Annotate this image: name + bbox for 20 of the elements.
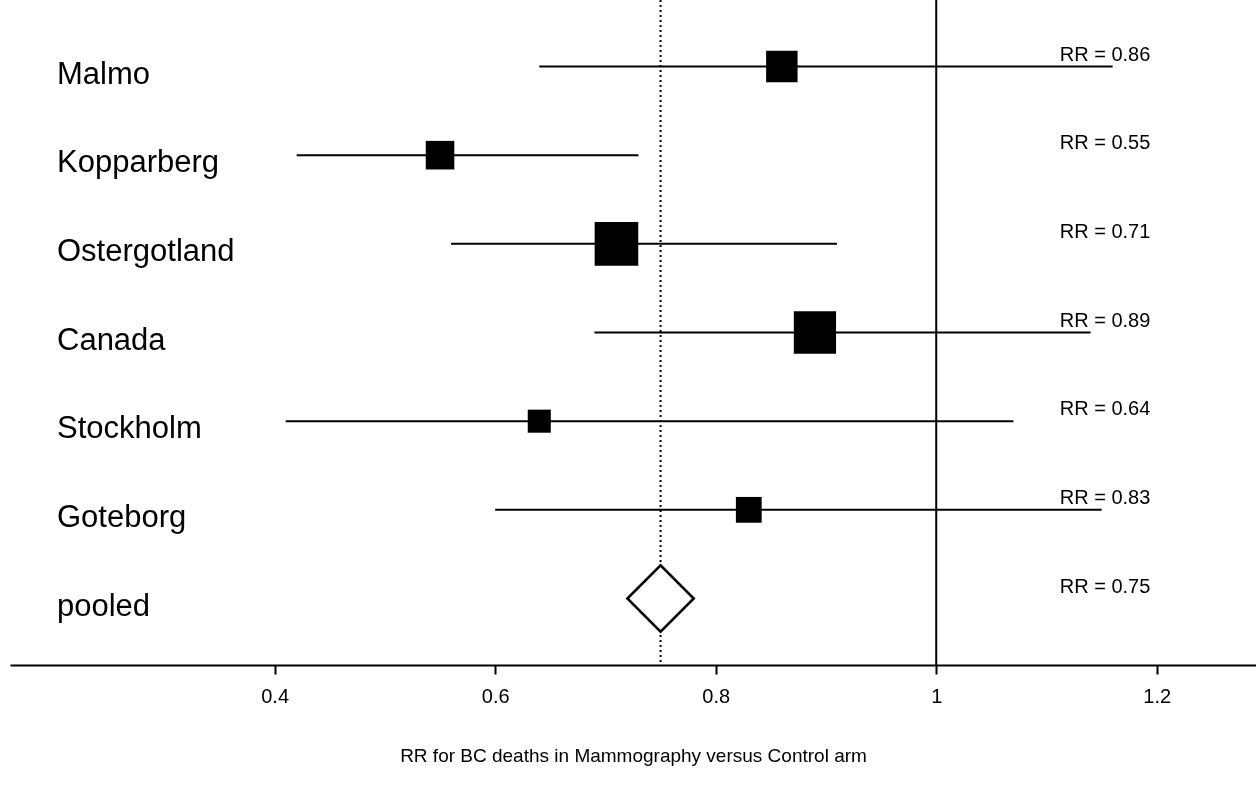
y-tick-label: Malmo bbox=[57, 55, 151, 91]
y-tick-label: Stockholm bbox=[57, 410, 202, 446]
y-tick-label: Ostergotland bbox=[57, 232, 235, 268]
x-tick-label: 0.4 bbox=[261, 684, 290, 707]
x-tick-label: 1.2 bbox=[1143, 684, 1172, 707]
annotation: RR = 0.64 bbox=[1059, 397, 1151, 420]
annotation: RR = 0.86 bbox=[1059, 42, 1151, 65]
y-tick-label: Canada bbox=[57, 321, 167, 357]
y-tick-label: Kopparberg bbox=[57, 144, 220, 180]
annotation: RR = 0.89 bbox=[1059, 308, 1151, 331]
y-tick-label: pooled bbox=[57, 587, 151, 623]
annotation: RR = 0.75 bbox=[1059, 574, 1151, 597]
annotation: RR = 0.55 bbox=[1059, 131, 1151, 154]
annotation: RR = 0.71 bbox=[1059, 219, 1151, 242]
x-tick-label: 0.8 bbox=[702, 684, 731, 707]
x-tick-label: 0.6 bbox=[481, 684, 510, 707]
x-axis-title: RR for BC deaths in Mammography versus Control arm bbox=[400, 744, 867, 766]
annotation: RR = 0.83 bbox=[1059, 485, 1151, 508]
y-tick-label: Goteborg bbox=[57, 498, 187, 534]
x-tick-label: 1 bbox=[931, 684, 943, 707]
